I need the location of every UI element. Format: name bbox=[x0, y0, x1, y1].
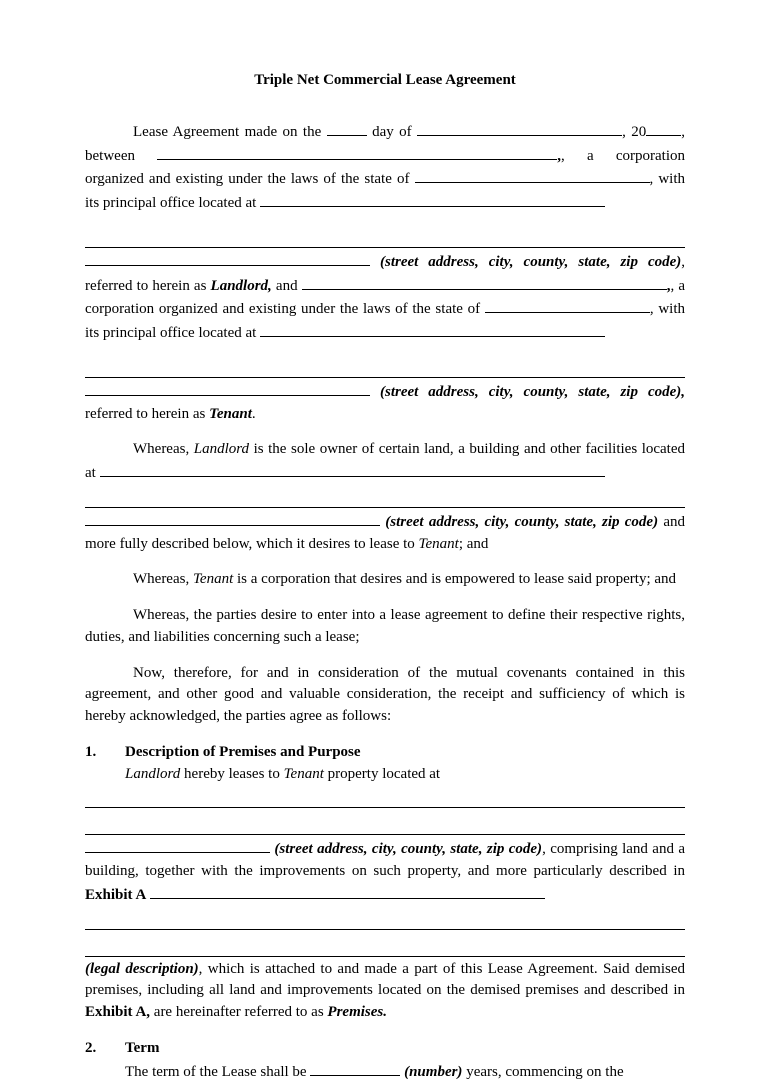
text: hereby leases to bbox=[180, 766, 283, 782]
blank-term-years[interactable] bbox=[310, 1060, 400, 1076]
text: ; and bbox=[459, 536, 489, 552]
tenant-ref: Tenant bbox=[419, 536, 459, 552]
blank-state2[interactable] bbox=[485, 297, 650, 313]
number-hint: (number) bbox=[404, 1064, 462, 1080]
address-hint: (street address, city, county, state, zi… bbox=[274, 841, 542, 857]
landlord-label: Landlord, bbox=[211, 278, 272, 294]
opening-paragraph: Lease Agreement made on the day of , 20,… bbox=[85, 120, 685, 215]
blank-party1[interactable] bbox=[157, 144, 557, 160]
blank-addr1[interactable] bbox=[85, 250, 370, 266]
section-1-legal: (legal description), which is attached t… bbox=[85, 959, 685, 1024]
blank-addr4[interactable] bbox=[85, 837, 270, 853]
premises-label: Premises. bbox=[327, 1004, 387, 1020]
section-1-body: Landlord hereby leases to Tenant propert… bbox=[125, 764, 685, 786]
text: property located at bbox=[324, 766, 440, 782]
blank-line[interactable] bbox=[85, 229, 685, 248]
section-number: 2. bbox=[85, 1038, 125, 1060]
whereas-paragraph-1: Whereas, Landlord is the sole owner of c… bbox=[85, 439, 685, 485]
section-title: Description of Premises and Purpose bbox=[125, 744, 361, 760]
paragraph-cont: (street address, city, county, state, zi… bbox=[85, 250, 685, 345]
document-page: Triple Net Commercial Lease Agreement Le… bbox=[0, 0, 770, 1024]
text: Whereas, bbox=[133, 571, 193, 587]
blank-line[interactable] bbox=[85, 938, 685, 957]
landlord-ref: Landlord bbox=[125, 766, 180, 782]
blank-addr2[interactable] bbox=[85, 380, 370, 396]
blank-addr3[interactable] bbox=[85, 510, 380, 526]
address-hint: (street address, city, county, state, zi… bbox=[380, 254, 681, 270]
document-title: Triple Net Commercial Lease Agreement bbox=[85, 70, 685, 92]
text: Lease Agreement made on the bbox=[133, 124, 327, 140]
text: Whereas, bbox=[133, 441, 194, 457]
blank-month[interactable] bbox=[417, 120, 622, 136]
now-therefore-paragraph: Now, therefore, for and in consideration… bbox=[85, 663, 685, 728]
text: years, commencing on the bbox=[462, 1064, 623, 1080]
text: day of bbox=[367, 124, 417, 140]
tenant-ref: Tenant bbox=[284, 766, 324, 782]
blank-office2[interactable] bbox=[260, 321, 605, 337]
blank-office1[interactable] bbox=[260, 191, 605, 207]
blank-line[interactable] bbox=[85, 489, 685, 508]
blank-line[interactable] bbox=[85, 789, 685, 808]
text: is a corporation that desires and is emp… bbox=[233, 571, 676, 587]
blank-line[interactable] bbox=[85, 911, 685, 930]
blank-facility-addr[interactable] bbox=[100, 461, 605, 477]
address-hint: (street address, city, county, state, zi… bbox=[380, 384, 685, 400]
tenant-ref: Tenant bbox=[193, 571, 233, 587]
address-hint: (street address, city, county, state, zi… bbox=[385, 514, 658, 530]
section-2-body: The term of the Lease shall be (number) … bbox=[125, 1060, 685, 1083]
blank-party2[interactable] bbox=[302, 274, 667, 290]
blank-exhibit[interactable] bbox=[150, 883, 545, 899]
section-title: Term bbox=[125, 1040, 159, 1056]
blank-year[interactable] bbox=[646, 120, 681, 136]
tenant-label: Tenant bbox=[209, 406, 252, 422]
whereas-paragraph-3: Whereas, the parties desire to enter int… bbox=[85, 605, 685, 649]
text: . bbox=[252, 406, 256, 422]
exhibit-a: Exhibit A, bbox=[85, 1004, 150, 1020]
legal-description-hint: (legal description) bbox=[85, 961, 199, 977]
paragraph-cont: (street address, city, county, state, zi… bbox=[85, 380, 685, 426]
text: referred to herein as bbox=[85, 406, 209, 422]
section-1-heading: 1.Description of Premises and Purpose bbox=[85, 742, 685, 764]
landlord-ref: Landlord bbox=[194, 441, 249, 457]
text: are hereinafter referred to as bbox=[150, 1004, 327, 1020]
section-1-cont: (street address, city, county, state, zi… bbox=[85, 837, 685, 906]
text: , 20 bbox=[622, 124, 646, 140]
section-number: 1. bbox=[85, 742, 125, 764]
blank-day[interactable] bbox=[327, 120, 367, 136]
blank-line[interactable] bbox=[85, 359, 685, 378]
text: and bbox=[272, 278, 302, 294]
whereas-paragraph-2: Whereas, Tenant is a corporation that de… bbox=[85, 569, 685, 591]
blank-state1[interactable] bbox=[415, 167, 650, 183]
blank-line[interactable] bbox=[85, 816, 685, 835]
text: The term of the Lease shall be bbox=[125, 1064, 310, 1080]
section-2-heading: 2.Term bbox=[85, 1038, 685, 1060]
paragraph-cont: (street address, city, county, state, zi… bbox=[85, 510, 685, 556]
exhibit-a: Exhibit A bbox=[85, 887, 146, 903]
